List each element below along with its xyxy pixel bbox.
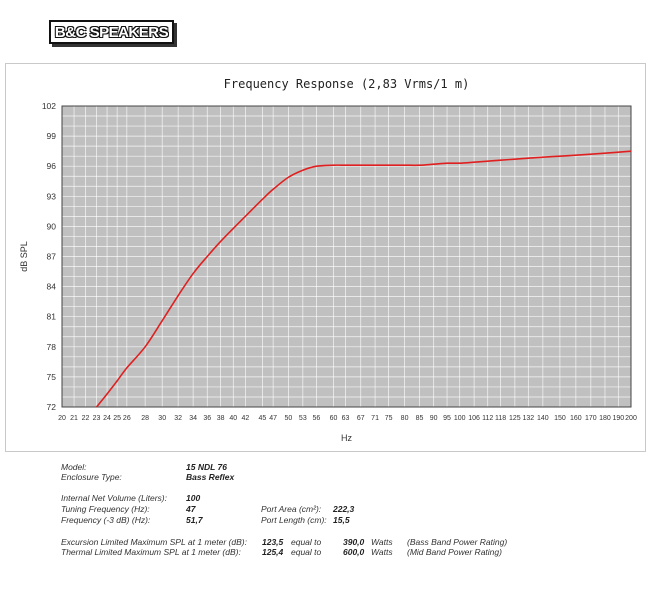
- x-tick-label: 50: [285, 415, 293, 422]
- x-tick-label: 24: [103, 415, 111, 422]
- x-tick-label: 56: [313, 415, 321, 422]
- plot-border: [61, 105, 632, 408]
- y-tick-label: 75: [47, 372, 57, 382]
- x-tick-label: 47: [269, 415, 277, 422]
- x-tick-label: 132: [522, 415, 534, 422]
- y-tick-label: 87: [47, 252, 57, 262]
- x-tick-label: 85: [416, 415, 424, 422]
- x-tick-label: 32: [174, 415, 182, 422]
- x-tick-label: 180: [599, 415, 611, 422]
- x-tick-label: 170: [585, 415, 597, 422]
- x-tick-label: 42: [241, 415, 249, 422]
- y-tick-label: 90: [47, 221, 57, 231]
- x-tick-label: 63: [342, 415, 350, 422]
- y-tick-label: 81: [47, 312, 57, 322]
- x-tick-label: 75: [385, 415, 393, 422]
- x-tick-label: 200: [625, 415, 637, 422]
- x-tick-label: 21: [70, 415, 78, 422]
- x-tick-label: 30: [158, 415, 166, 422]
- brand-logo-text: B&C SPEAKERS: [54, 23, 169, 41]
- y-axis-label: dB SPL: [19, 241, 29, 272]
- x-tick-label: 80: [401, 415, 409, 422]
- x-tick-label: 118: [495, 415, 506, 422]
- x-tick-label: 140: [537, 415, 549, 422]
- y-tick-label: 96: [47, 161, 57, 171]
- x-tick-label: 90: [430, 415, 438, 422]
- x-tick-label: 150: [554, 415, 566, 422]
- x-tick-label: 160: [570, 415, 582, 422]
- y-tick-label: 72: [47, 402, 57, 412]
- x-tick-label: 25: [113, 415, 121, 422]
- y-tick-label: 102: [42, 101, 56, 111]
- x-tick-label: 28: [141, 415, 149, 422]
- x-tick-label: 45: [258, 415, 266, 422]
- x-tick-label: 112: [482, 415, 493, 422]
- x-tick-label: 22: [82, 415, 90, 422]
- x-tick-label: 26: [123, 415, 131, 422]
- y-tick-label: 78: [47, 342, 57, 352]
- brand-logo: B&C SPEAKERS: [49, 20, 174, 44]
- x-tick-label: 106: [468, 415, 480, 422]
- y-tick-label: 99: [47, 131, 57, 141]
- x-tick-label: 23: [93, 415, 101, 422]
- x-tick-label: 100: [454, 415, 466, 422]
- x-tick-label: 40: [229, 415, 237, 422]
- x-tick-label: 38: [217, 415, 225, 422]
- x-tick-label: 60: [330, 415, 338, 422]
- x-axis-label: Hz: [341, 433, 352, 443]
- x-tick-label: 53: [299, 415, 307, 422]
- x-tick-label: 95: [443, 415, 451, 422]
- x-tick-label: 71: [371, 415, 379, 422]
- x-tick-label: 67: [357, 415, 365, 422]
- chart-title: Frequency Response (2,83 Vrms/1 m): [224, 77, 470, 91]
- frequency-response-line: [95, 150, 632, 408]
- x-tick-label: 20: [58, 415, 66, 422]
- x-tick-label: 36: [203, 415, 211, 422]
- y-tick-label: 84: [47, 282, 57, 292]
- x-tick-label: 34: [189, 415, 197, 422]
- x-tick-label: 190: [612, 415, 624, 422]
- y-tick-label: 93: [47, 191, 57, 201]
- x-tick-label: 125: [509, 415, 521, 422]
